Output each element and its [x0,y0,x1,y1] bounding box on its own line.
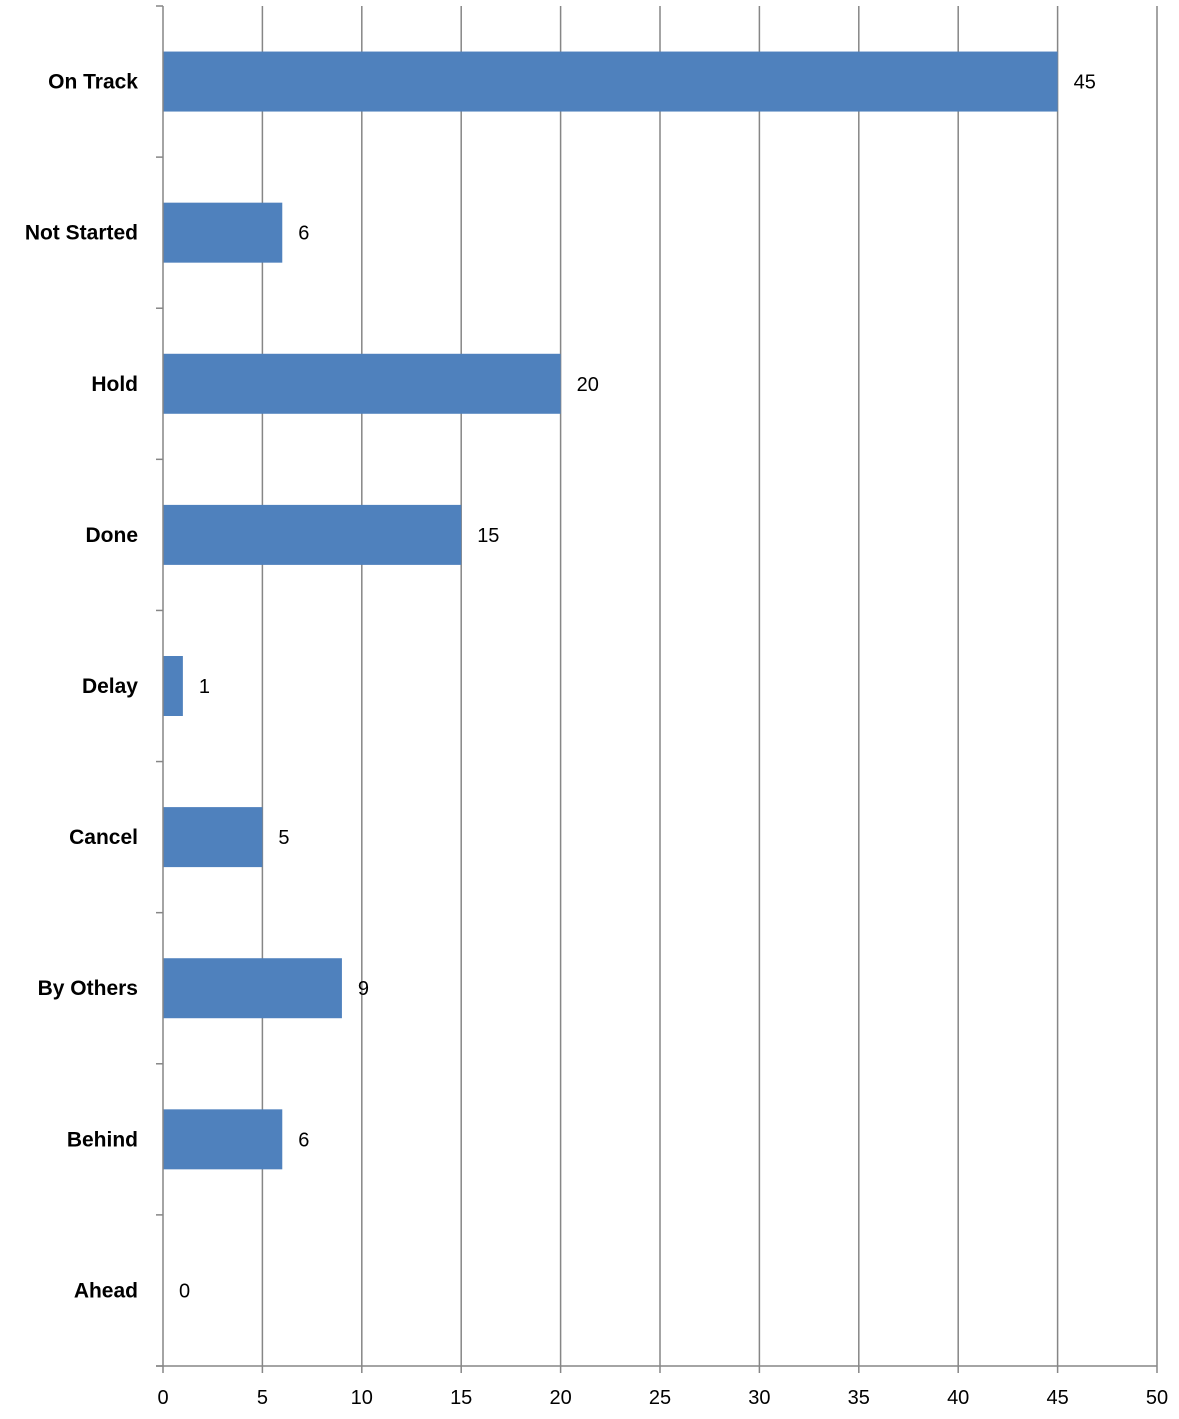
bar-delay [163,656,183,716]
category-label: Hold [91,373,138,396]
bar-done [163,504,462,565]
category-label: Not Started [25,222,138,245]
axes [156,5,1158,1373]
bar-hold [163,353,561,414]
category-label: On Track [48,71,138,94]
bar-not-started [163,202,283,263]
category-label: By Others [38,977,138,1000]
bar-on-track [163,51,1058,112]
x-tick-label: 15 [450,1387,472,1409]
x-tick-label: 25 [649,1387,671,1409]
data-label: 5 [278,827,289,849]
data-label: 0 [179,1280,190,1302]
category-label: Behind [67,1128,138,1151]
bar-by-others [163,958,342,1019]
x-tick-label: 45 [1046,1387,1068,1409]
data-label: 20 [577,374,599,396]
bars [163,51,1058,1170]
gridlines [261,6,1158,1366]
data-label: 15 [477,525,499,547]
x-tick-label: 5 [257,1387,268,1409]
bar-behind [163,1109,283,1170]
bar-cancel [163,807,263,868]
data-label: 6 [298,1129,309,1151]
category-label: Done [86,524,139,547]
category-label: Ahead [74,1279,138,1302]
x-tick-label: 50 [1146,1387,1168,1409]
x-tick-label: 10 [351,1387,373,1409]
data-label: 6 [298,223,309,245]
x-tick-label: 35 [848,1387,870,1409]
data-label: 9 [358,978,369,1000]
x-tick-label: 20 [549,1387,571,1409]
category-label: Cancel [69,826,138,849]
data-label: 1 [199,676,210,698]
x-tick-label: 0 [157,1387,168,1409]
x-tick-label: 30 [748,1387,770,1409]
x-tick-label: 40 [947,1387,969,1409]
data-label: 45 [1074,72,1096,94]
category-label: Delay [82,675,138,698]
